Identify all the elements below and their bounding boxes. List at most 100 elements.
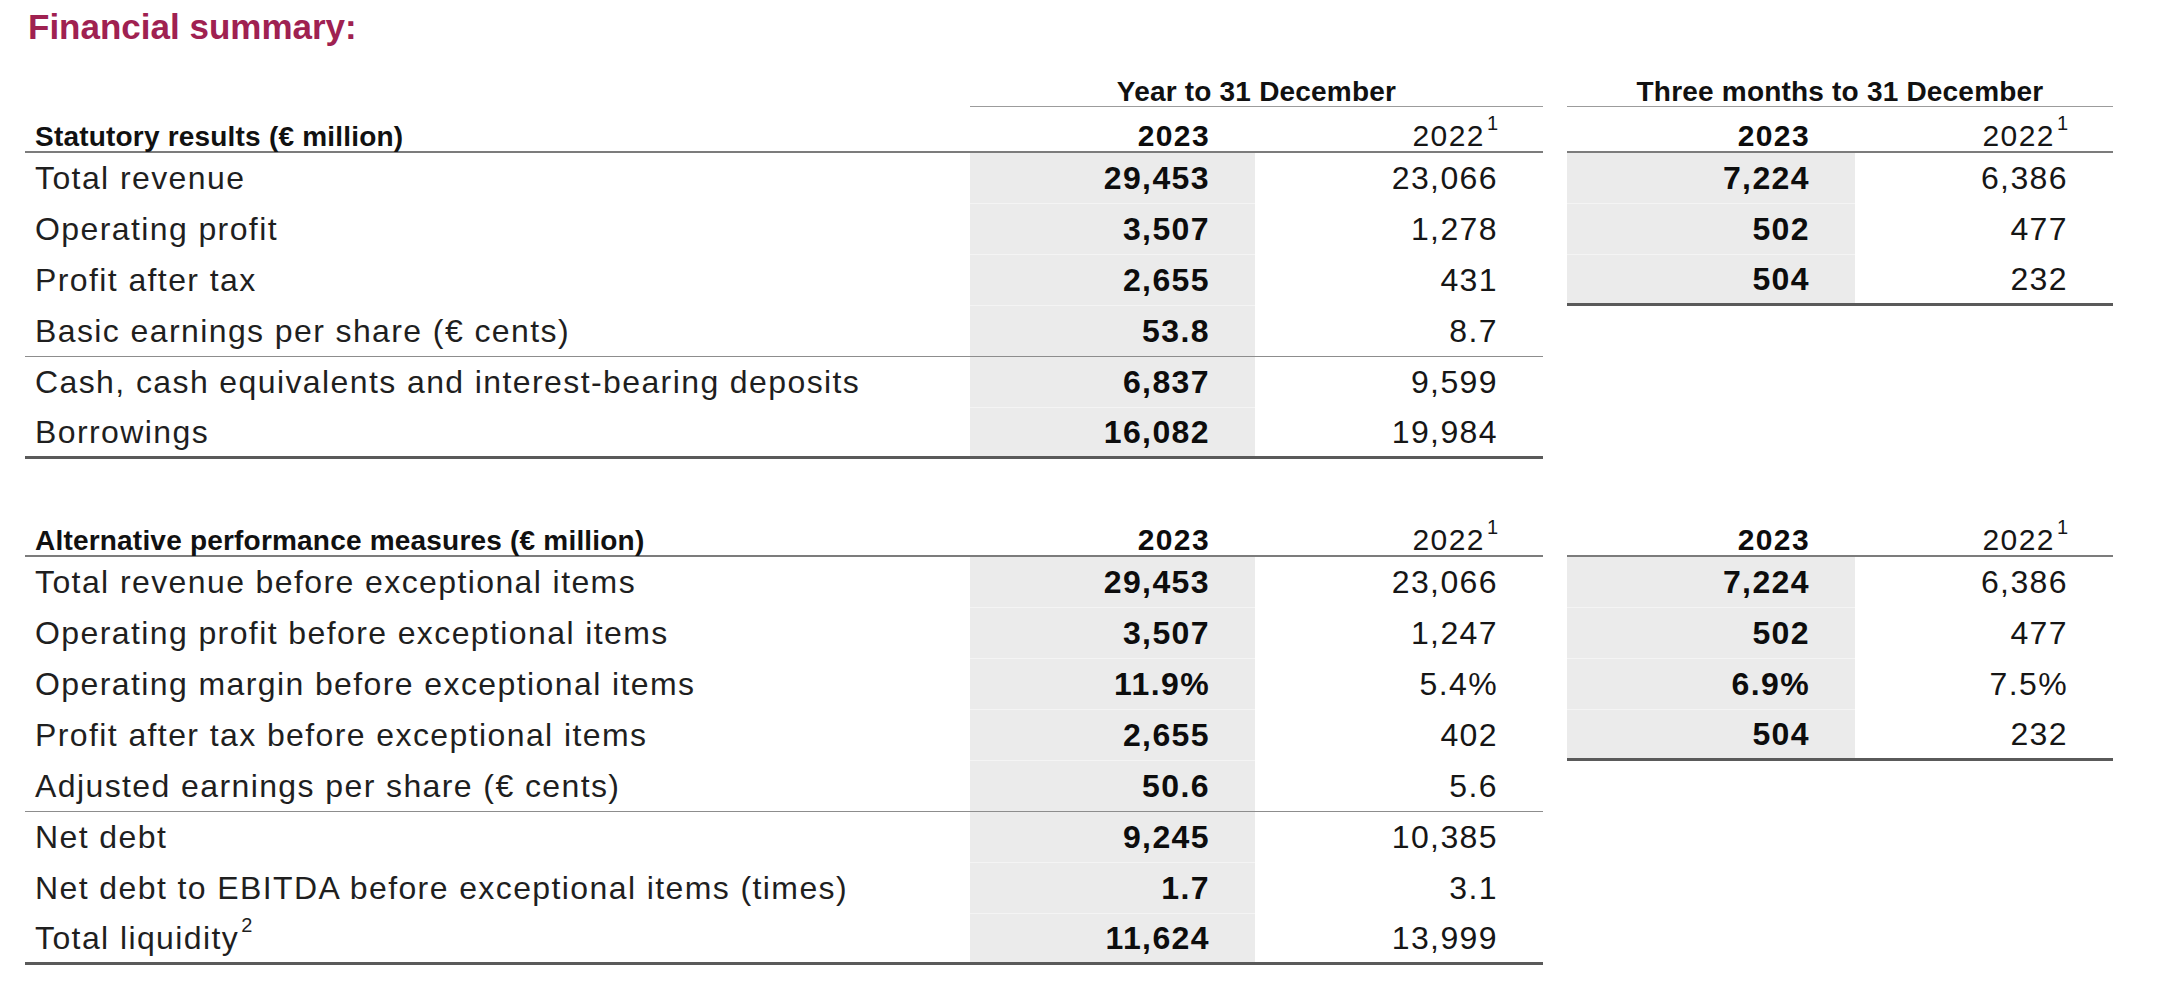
row-label: Net debt to EBITDA before exceptional it… xyxy=(25,863,970,914)
spacer xyxy=(25,55,970,107)
row-label: Operating profit xyxy=(25,204,970,255)
row-label: Profit after tax xyxy=(25,255,970,306)
value-fy2022: 1,278 xyxy=(1255,204,1543,255)
spacer xyxy=(1543,408,1567,459)
spacer xyxy=(1567,306,1855,357)
value-fy2023: 9,245 xyxy=(970,812,1255,863)
col-header-2023: 2023 xyxy=(1567,107,1855,153)
row-label: Total liquidity2 xyxy=(25,914,970,965)
value-q2022: 477 xyxy=(1855,204,2113,255)
value-fy2023: 1.7 xyxy=(970,863,1255,914)
value-q2022: 7.5% xyxy=(1855,659,2113,710)
value-q2023: 6.9% xyxy=(1567,659,1855,710)
col-header-2023: 2023 xyxy=(970,505,1255,557)
section-header-apm: Alternative performance measures (€ mill… xyxy=(25,505,970,557)
spacer xyxy=(1567,408,1855,459)
col-header-2022: 20221 xyxy=(1255,505,1543,557)
value-fy2023: 2,655 xyxy=(970,255,1255,306)
value-fy2022: 402 xyxy=(1255,710,1543,761)
value-q2022: 6,386 xyxy=(1855,153,2113,204)
col-header-2022: 20221 xyxy=(1855,505,2113,557)
value-q2023: 7,224 xyxy=(1567,153,1855,204)
spacer xyxy=(1567,357,1855,408)
spacer xyxy=(1543,863,1567,914)
value-fy2023: 50.6 xyxy=(970,761,1255,812)
spacer xyxy=(1543,914,1567,965)
value-fy2023: 53.8 xyxy=(970,306,1255,357)
value-fy2023: 2,655 xyxy=(970,710,1255,761)
spacer xyxy=(1567,812,1855,863)
row-label: Operating margin before exceptional item… xyxy=(25,659,970,710)
value-q2023: 502 xyxy=(1567,204,1855,255)
row-label: Profit after tax before exceptional item… xyxy=(25,710,970,761)
value-fy2023: 29,453 xyxy=(970,557,1255,608)
financial-summary-page: Financial summary: Year to 31 December T… xyxy=(0,0,2174,988)
spacer xyxy=(1855,357,2113,408)
section-header-statutory: Statutory results (€ million) xyxy=(25,107,970,153)
row-label: Cash, cash equivalents and interest-bear… xyxy=(25,357,970,408)
value-fy2022: 8.7 xyxy=(1255,306,1543,357)
value-q2023: 502 xyxy=(1567,608,1855,659)
row-label: Adjusted earnings per share (€ cents) xyxy=(25,761,970,812)
value-fy2022: 3.1 xyxy=(1255,863,1543,914)
value-fy2023: 16,082 xyxy=(970,408,1255,459)
row-label: Basic earnings per share (€ cents) xyxy=(25,306,970,357)
value-fy2023: 3,507 xyxy=(970,608,1255,659)
spacer xyxy=(1543,659,1567,710)
spacer xyxy=(1855,408,2113,459)
spacer xyxy=(1855,761,2113,812)
value-fy2023: 6,837 xyxy=(970,357,1255,408)
value-fy2022: 431 xyxy=(1255,255,1543,306)
value-fy2023: 29,453 xyxy=(970,153,1255,204)
alternative-measures-table: Alternative performance measures (€ mill… xyxy=(25,505,2113,965)
value-q2023: 504 xyxy=(1567,710,1855,761)
spacer xyxy=(1543,557,1567,608)
value-fy2023: 11.9% xyxy=(970,659,1255,710)
value-fy2022: 5.4% xyxy=(1255,659,1543,710)
spacer xyxy=(1855,863,2113,914)
value-q2023: 504 xyxy=(1567,255,1855,306)
spacer xyxy=(1543,306,1567,357)
spacer xyxy=(1543,255,1567,306)
row-label: Net debt xyxy=(25,812,970,863)
row-label: Total revenue xyxy=(25,153,970,204)
spacer xyxy=(1543,204,1567,255)
col-header-2023: 2023 xyxy=(970,107,1255,153)
col-header-2022: 20221 xyxy=(1255,107,1543,153)
spacer xyxy=(1567,914,1855,965)
value-fy2022: 5.6 xyxy=(1255,761,1543,812)
spacer xyxy=(1543,710,1567,761)
value-fy2022: 23,066 xyxy=(1255,153,1543,204)
value-q2022: 232 xyxy=(1855,255,2113,306)
year-group-header: Year to 31 December xyxy=(970,55,1543,107)
spacer xyxy=(1543,153,1567,204)
page-title: Financial summary: xyxy=(28,7,357,47)
col-header-2022: 20221 xyxy=(1855,107,2113,153)
spacer xyxy=(1543,608,1567,659)
spacer xyxy=(1567,761,1855,812)
col-header-2023: 2023 xyxy=(1567,505,1855,557)
value-fy2023: 3,507 xyxy=(970,204,1255,255)
spacer xyxy=(1855,306,2113,357)
value-fy2023: 11,624 xyxy=(970,914,1255,965)
value-fy2022: 23,066 xyxy=(1255,557,1543,608)
row-label: Total revenue before exceptional items xyxy=(25,557,970,608)
spacer xyxy=(1543,761,1567,812)
quarter-group-header: Three months to 31 December xyxy=(1567,55,2113,107)
value-fy2022: 10,385 xyxy=(1255,812,1543,863)
row-label: Operating profit before exceptional item… xyxy=(25,608,970,659)
statutory-results-table: Year to 31 December Three months to 31 D… xyxy=(25,55,2113,459)
value-q2022: 232 xyxy=(1855,710,2113,761)
spacer xyxy=(1855,914,2113,965)
value-fy2022: 13,999 xyxy=(1255,914,1543,965)
value-q2022: 6,386 xyxy=(1855,557,2113,608)
value-fy2022: 9,599 xyxy=(1255,357,1543,408)
value-q2023: 7,224 xyxy=(1567,557,1855,608)
row-label: Borrowings xyxy=(25,408,970,459)
value-fy2022: 19,984 xyxy=(1255,408,1543,459)
spacer xyxy=(1855,812,2113,863)
spacer xyxy=(1543,55,1567,107)
value-q2022: 477 xyxy=(1855,608,2113,659)
spacer xyxy=(1543,505,1567,557)
spacer xyxy=(1543,357,1567,408)
